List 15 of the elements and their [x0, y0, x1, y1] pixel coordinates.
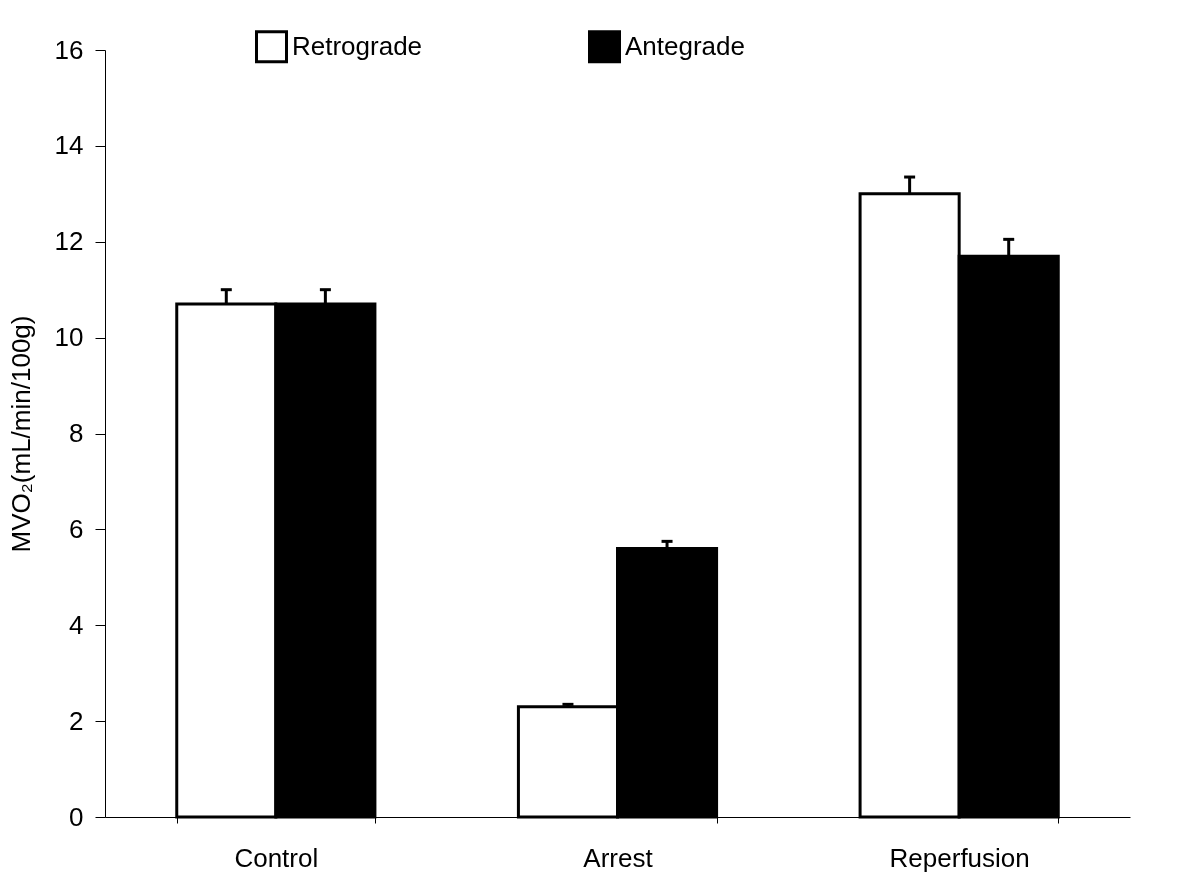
legend-label: Antegrade — [625, 30, 745, 61]
y-axis-title: MVO₂(mL/min/100g) — [5, 315, 36, 553]
x-tick-label: Reperfusion — [889, 842, 1030, 873]
y-tick-label: 8 — [69, 418, 84, 448]
y-tick-label: 4 — [69, 609, 84, 640]
y-tick-label: 12 — [54, 226, 84, 257]
y-tick-label: 2 — [69, 705, 84, 736]
y-tick-label: 10 — [54, 322, 84, 353]
x-tick-label: Control — [234, 842, 319, 873]
y-tick-label: 16 — [54, 34, 84, 65]
legend-label: Retrograde — [292, 30, 423, 61]
x-tick-label: Arrest — [583, 842, 654, 873]
y-tick-label: 0 — [69, 801, 84, 832]
y-tick-label: 6 — [69, 513, 84, 544]
y-tick-label: 14 — [54, 130, 84, 161]
